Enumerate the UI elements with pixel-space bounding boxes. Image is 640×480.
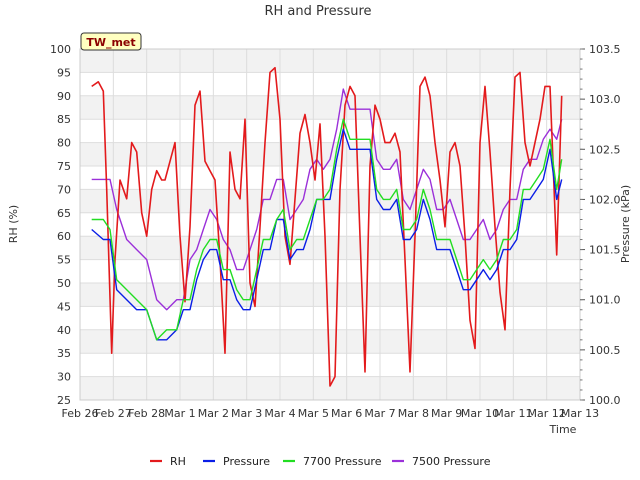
x-tick-label: Mar 1 <box>164 407 195 420</box>
background-band <box>80 189 580 213</box>
background-band <box>80 49 580 73</box>
x-tick-label: Feb 27 <box>95 407 132 420</box>
x-tick-label: Mar 12 <box>528 407 566 420</box>
series-layer <box>91 66 563 387</box>
legend-label: 7500 Pressure <box>412 455 491 468</box>
series-line-7700-pressure <box>91 118 563 341</box>
right-tick-label: 102.5 <box>589 143 621 156</box>
x-tick-label: Mar 13 <box>561 407 599 420</box>
legend-label: 7700 Pressure <box>303 455 382 468</box>
left-tick-label: 75 <box>57 160 71 173</box>
right-axis-label: Pressure (kPa) <box>619 185 632 263</box>
left-tick-label: 40 <box>57 324 71 337</box>
plot-frame <box>79 48 581 401</box>
x-tick-label: Feb 26 <box>62 407 99 420</box>
series-line-7500-pressure <box>91 88 563 311</box>
left-tick-label: 85 <box>57 113 71 126</box>
legend-label: RH <box>170 455 186 468</box>
x-tick-label: Mar 10 <box>461 407 499 420</box>
left-tick-label: 70 <box>57 183 71 196</box>
x-tick-label: Mar 4 <box>264 407 295 420</box>
right-tick-label: 100.0 <box>589 394 621 407</box>
background-band <box>80 376 580 400</box>
right-tick-label: 102.0 <box>589 193 621 206</box>
site-badge-label: TW_met <box>86 36 135 49</box>
legend-label: Pressure <box>223 455 270 468</box>
background-band <box>80 283 580 307</box>
series-line-rh <box>91 66 563 387</box>
right-tick-label: 103.5 <box>589 43 621 56</box>
left-tick-label: 55 <box>57 254 71 267</box>
left-tick-label: 25 <box>57 394 71 407</box>
legend: RH Pressure 7700 Pressure 7500 Pressure <box>150 455 491 468</box>
x-tick-label: Mar 11 <box>494 407 532 420</box>
left-tick-label: 100 <box>50 43 71 56</box>
right-tick-label: 103.0 <box>589 93 621 106</box>
x-tick-label: Mar 2 <box>198 407 229 420</box>
left-tick-label: 65 <box>57 207 71 220</box>
left-tick-label: 45 <box>57 300 71 313</box>
right-tick-label: 101.0 <box>589 294 621 307</box>
left-tick-label: 95 <box>57 66 71 79</box>
left-tick-label: 60 <box>57 230 71 243</box>
right-axis-ticks: 100.0 100.5 101.0 101.5 102.0 102.5 103.0 103.5 <box>580 43 621 407</box>
x-tick-label: Mar 7 <box>364 407 395 420</box>
left-tick-label: 35 <box>57 347 71 360</box>
right-tick-label: 101.5 <box>589 244 621 257</box>
left-tick-label: 30 <box>57 371 71 384</box>
site-badge: TW_met <box>80 32 142 51</box>
background-band <box>80 95 580 120</box>
left-tick-label: 50 <box>57 277 71 290</box>
site-badge-box <box>80 32 142 51</box>
right-tick-label: 100.5 <box>589 344 621 357</box>
x-tick-label: Mar 5 <box>298 407 329 420</box>
x-tick-label: Mar 3 <box>231 407 262 420</box>
x-tick-label: Feb 28 <box>128 407 165 420</box>
left-axis-label: RH (%) <box>7 205 20 243</box>
x-tick-label: Mar 6 <box>331 407 362 420</box>
left-axis-ticks: 25 30 35 40 45 50 55 60 65 70 75 80 85 90 95 100 <box>50 43 71 407</box>
x-axis-label: Time <box>549 423 577 436</box>
plot-background-bands <box>80 49 580 400</box>
x-tick-label: Mar 8 <box>398 407 429 420</box>
background-band <box>80 142 580 166</box>
series-line-pressure <box>91 128 563 341</box>
background-band <box>80 329 580 354</box>
left-tick-label: 90 <box>57 90 71 103</box>
x-tick-label: Mar 9 <box>431 407 462 420</box>
chart-title: RH and Pressure <box>264 4 371 19</box>
left-tick-label: 80 <box>57 137 71 150</box>
